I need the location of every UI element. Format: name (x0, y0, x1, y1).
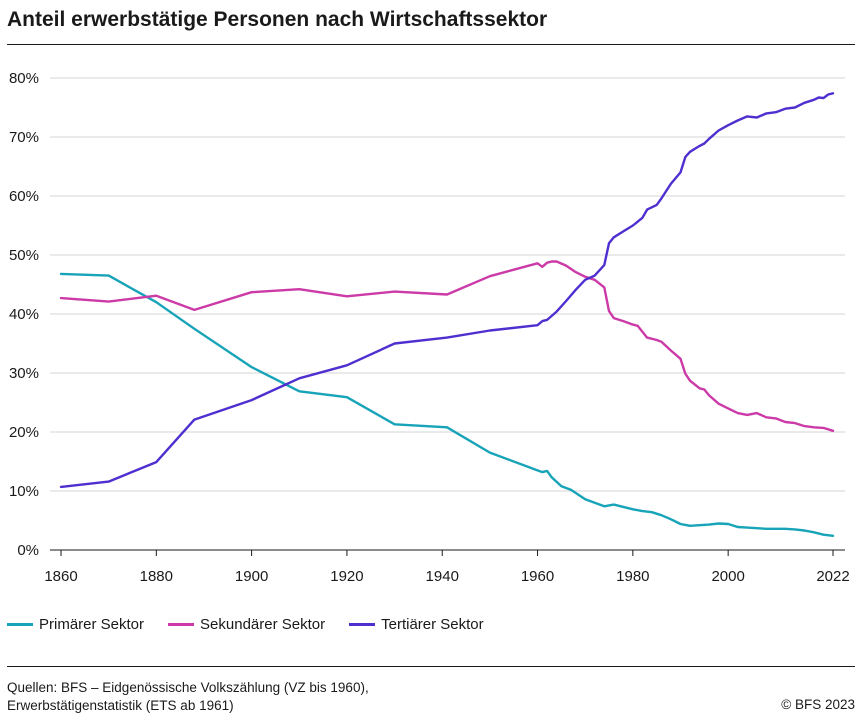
y-tick-label: 20% (9, 424, 39, 441)
source-line-1: Quellen: BFS – Eidgenössische Volkszählu… (7, 680, 369, 695)
x-tick-label: 2000 (711, 568, 744, 585)
x-tick-label: 1900 (235, 568, 268, 585)
x-tick-label: 1960 (521, 568, 554, 585)
line-chart: 0%10%20%30%40%50%60%70%80% 1860 1880 1900 1… (9, 70, 850, 585)
legend-swatch-secondary (168, 623, 195, 626)
y-tick-label: 0% (17, 542, 39, 559)
y-tick-label: 10% (9, 483, 39, 500)
series-line-secondary (59, 260, 835, 432)
title-divider (7, 44, 855, 45)
gridlines (50, 77, 845, 492)
x-tick-label: 1920 (330, 568, 363, 585)
x-axis: 1860 1880 1900 1920 1940 1960 1980 2000 2022 (44, 549, 850, 585)
legend-swatch-primary (7, 623, 33, 626)
series-line-tertiary (59, 92, 835, 489)
x-tick-label: 1980 (616, 568, 649, 585)
series-line-primary (59, 272, 835, 537)
x-tick-label: 1940 (426, 568, 459, 585)
legend-label-secondary: Sekundärer Sektor (200, 616, 326, 633)
legend-swatch-tertiary (349, 623, 376, 626)
legend: Primärer Sektor Sekundärer Sektor Tertiä… (7, 616, 484, 633)
footer-divider (7, 666, 855, 667)
copyright: © BFS 2023 (781, 697, 855, 712)
y-tick-label: 40% (9, 306, 39, 323)
source-note: Quellen: BFS – Eidgenössische Volkszählu… (7, 679, 369, 715)
legend-item-secondary: Sekundärer Sektor (168, 616, 325, 633)
legend-item-tertiary: Tertiärer Sektor (349, 616, 484, 633)
legend-item-primary: Primärer Sektor (7, 616, 144, 633)
source-line-2: Erwerbstätigenstatistik (ETS ab 1961) (7, 698, 234, 713)
y-tick-label: 70% (9, 129, 39, 146)
y-axis-ticks: 0% 10% 20% 30% 40% 50% 60% 70% 80% (9, 70, 39, 559)
x-tick-label: 1880 (140, 568, 173, 585)
series-lines (59, 92, 835, 537)
legend-label-tertiary: Tertiärer Sektor (381, 616, 484, 633)
x-tick-label: 1860 (44, 568, 77, 585)
y-tick-label: 50% (9, 247, 39, 264)
y-tick-label: 60% (9, 188, 39, 205)
legend-label-primary: Primärer Sektor (39, 616, 145, 633)
chart-title: Anteil erwerbstätige Personen nach Wirts… (7, 8, 548, 31)
y-tick-label: 80% (9, 70, 39, 87)
x-tick-label: 2022 (816, 568, 849, 585)
y-tick-label: 30% (9, 365, 39, 382)
